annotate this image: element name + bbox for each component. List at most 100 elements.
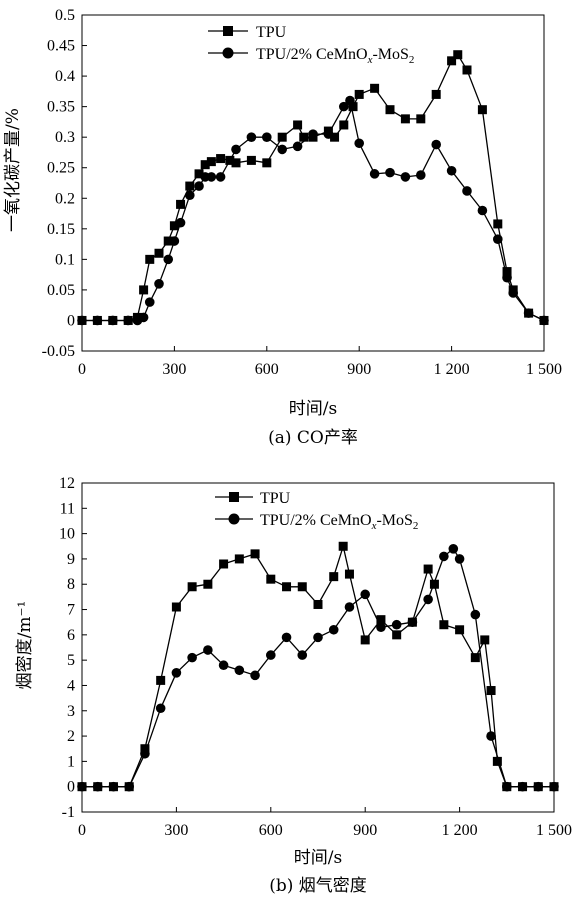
legend-a-label-ce-sub-2: 2	[409, 54, 415, 66]
chart-b-point-circle	[344, 602, 355, 612]
chart-a-point-square	[453, 50, 463, 60]
chart-b-x-tick-label: 0	[78, 822, 86, 839]
chart-b-point-circle	[266, 650, 276, 660]
chart-b-point-circle	[502, 781, 512, 792]
chart-a-point-square	[169, 221, 179, 231]
chart-a-point-circle	[354, 138, 365, 149]
chart-a-y-tick-label: 0	[67, 312, 75, 329]
legend-b-label-ce-main: TPU/2% CeMnO	[260, 512, 372, 529]
chart-a-point-square	[206, 157, 216, 167]
chart-a-point-square	[231, 158, 241, 168]
chart-a-point-circle	[231, 144, 241, 155]
chart-a-point-circle	[175, 217, 186, 228]
chart-a-y-tick-label: 0.25	[47, 160, 75, 177]
chart-a-point-circle	[462, 186, 472, 196]
chart-a-point-square	[145, 254, 155, 264]
chart-a-point-square	[447, 56, 457, 66]
chart-a-y-tick-label: -0.05	[42, 343, 75, 360]
chart-b-y-tick-label: 12	[59, 475, 75, 492]
chart-a-point-circle	[508, 288, 518, 298]
chart-b-point-circle	[92, 781, 103, 792]
chart-b-point-circle	[171, 668, 182, 678]
chart-b-x-tick-label: 300	[164, 822, 188, 839]
chart-a-point-circle	[123, 315, 133, 326]
chart-b-series-line-2	[82, 548, 554, 788]
chart-b-y-tick-label: 7	[67, 602, 75, 619]
chart-b-point-circle	[439, 551, 449, 562]
chart-b-point-square	[297, 582, 307, 592]
chart-b-y-tick-label: 8	[67, 576, 75, 593]
chart-b-y-tick-label: 10	[59, 526, 75, 543]
chart-b-point-square	[470, 653, 480, 663]
chart-a-point-circle	[493, 234, 503, 245]
chart-b-point-square	[429, 579, 439, 589]
chart-a-point-square	[139, 285, 149, 295]
legend-a-label-tpu: TPU	[256, 24, 287, 41]
chart-b-point-circle	[313, 632, 323, 643]
chart-a-point-circle	[215, 172, 226, 182]
chart-a-point-circle	[323, 129, 334, 139]
chart-a-caption: (a) CO产率	[268, 428, 358, 448]
chart-b-point-square	[203, 579, 213, 589]
chart-a-x-tick-label: 1 500	[526, 361, 562, 378]
chart-a-x-tick-label: 900	[347, 361, 371, 378]
chart-a-point-square	[163, 236, 173, 246]
chart-b-point-square	[329, 572, 339, 582]
chart-b-point-circle	[517, 781, 528, 792]
chart-b-x-tick-label: 1 200	[442, 822, 478, 839]
chart-a-point-square	[154, 248, 164, 258]
chart-a-point-square	[262, 158, 272, 168]
chart-a-point-circle	[262, 132, 272, 142]
chart-b-point-circle	[297, 650, 308, 660]
chart-b-point-circle	[140, 748, 150, 759]
chart-b-point-square	[219, 559, 229, 569]
chart-b-point-circle	[155, 703, 166, 714]
legend-a-label-ce-sub-x: x	[367, 54, 373, 66]
chart-a-y-tick-label: 0.2	[55, 190, 75, 207]
chart-b-y-tick-label: 0	[67, 779, 75, 796]
chart-b-point-circle	[187, 652, 197, 663]
legend-a-circle-marker	[222, 47, 234, 59]
chart-a-point-square	[246, 155, 256, 165]
chart-a-point-square	[185, 181, 195, 191]
chart-a-y-tick-label: 0.3	[55, 129, 75, 146]
chart-b-series	[77, 541, 559, 792]
chart-b-point-circle	[328, 624, 339, 635]
chart-a-y-tick-label: 0.5	[55, 7, 75, 24]
chart-a-point-circle	[385, 167, 395, 178]
chart-a-point-circle	[339, 101, 349, 112]
chart-a-point-square	[299, 132, 309, 142]
chart-b-x-tick-label: 1 500	[536, 822, 572, 839]
chart-a-point-square	[493, 219, 503, 229]
chart-a-point-square	[477, 105, 487, 115]
legend-b-label-ce-sub-2: 2	[413, 520, 419, 532]
chart-a-point-circle	[154, 279, 164, 289]
chart-a-y-tick-label: 0.05	[47, 282, 75, 299]
chart-a-point-circle	[185, 190, 195, 201]
chart-b-point-circle	[203, 645, 213, 655]
chart-b-point-circle	[108, 781, 119, 792]
chart-b-y-tick-label: 9	[67, 551, 75, 568]
chart-a-point-circle	[292, 141, 303, 152]
chart-a-point-circle	[277, 144, 288, 155]
chart-b-point-square	[171, 602, 181, 612]
legend-b-label-ce-sub-x: x	[371, 520, 377, 532]
chart-b-point-square	[282, 582, 292, 592]
chart-a-point-square	[293, 120, 303, 130]
chart-b-point-square	[313, 599, 323, 609]
chart-b-y-tick-label: 2	[67, 728, 75, 745]
chart-b-point-circle	[486, 731, 496, 741]
chart-b-point-circle	[533, 781, 544, 792]
chart-b-point-square	[480, 635, 490, 645]
chart-b-point-square	[492, 756, 502, 766]
chart-a-point-square	[200, 160, 210, 170]
chart-b-point-square	[455, 625, 465, 635]
chart-a-point-circle	[369, 169, 380, 179]
chart-a-x-tick-label: 600	[255, 361, 279, 378]
chart-b-x-ticks: 0 300 600 900 1 200 1 500	[78, 807, 572, 839]
chart-a-point-circle	[308, 129, 318, 139]
chart-b-point-circle	[407, 617, 418, 627]
chart-b-point-circle	[234, 665, 245, 676]
chart-a-point-square	[330, 132, 340, 142]
